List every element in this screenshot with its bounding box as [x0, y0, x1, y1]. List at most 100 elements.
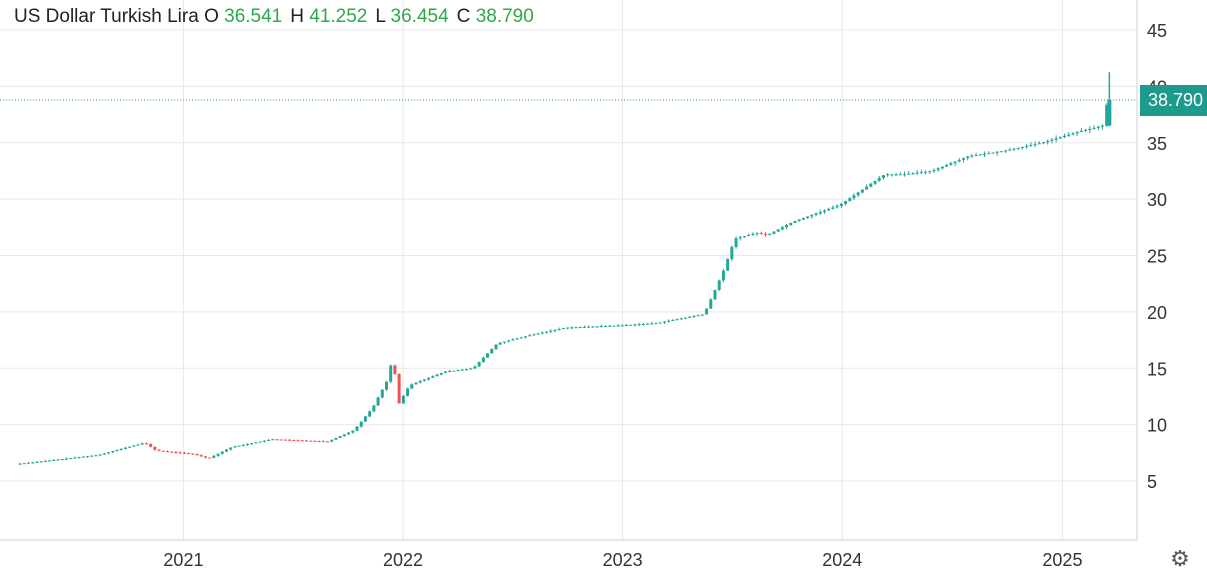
low-value: 36.454 — [390, 6, 449, 27]
candle-body — [991, 152, 995, 154]
candle-body — [237, 445, 241, 447]
candle-body — [797, 219, 801, 222]
candle-body — [511, 339, 515, 341]
candle-body — [755, 233, 759, 235]
candle-body — [570, 327, 574, 329]
candle-body — [229, 447, 233, 450]
candle-body — [385, 381, 389, 390]
candle-body — [1067, 134, 1071, 136]
candle-body — [199, 455, 203, 457]
candle-body — [435, 374, 439, 377]
y-tick-label: 30 — [1147, 190, 1167, 210]
candle-body — [646, 323, 650, 325]
candle-body — [818, 211, 822, 214]
candle-body — [831, 207, 835, 209]
candle-body — [107, 452, 111, 454]
candle-body — [540, 332, 544, 334]
candle-body — [591, 326, 595, 328]
candle-body — [18, 463, 22, 465]
candle-body — [157, 449, 161, 451]
candle-body — [608, 325, 612, 327]
gear-icon[interactable]: ⚙ — [1170, 546, 1190, 571]
candle-body — [250, 443, 254, 445]
candle-body — [1054, 138, 1058, 140]
candle-body — [822, 210, 826, 212]
candle-body — [473, 366, 477, 369]
candle-body — [279, 439, 283, 441]
candle-body — [410, 384, 414, 389]
candle-body — [877, 178, 881, 181]
candle-body — [978, 154, 982, 156]
candle-body — [742, 236, 746, 238]
candle-body — [258, 441, 262, 443]
candle-body — [561, 328, 565, 330]
candle-body — [612, 325, 616, 327]
candle-body — [924, 171, 928, 173]
candle-body — [372, 405, 376, 412]
candle-body — [557, 328, 561, 330]
candle-body — [60, 459, 64, 461]
candle-body — [907, 173, 911, 175]
candle-body — [115, 449, 119, 452]
candle-body — [587, 326, 591, 328]
candle-body — [903, 174, 907, 176]
candle-body — [650, 323, 654, 325]
candle-body — [1075, 132, 1079, 134]
candle-body — [890, 174, 894, 176]
candle-body — [368, 411, 372, 417]
candle-body — [519, 337, 523, 339]
candle-body — [498, 342, 502, 345]
x-tick-label: 2024 — [822, 550, 862, 570]
candle-body — [233, 446, 237, 448]
candle-body — [983, 153, 987, 155]
candle-body — [772, 231, 776, 234]
high-label: H — [290, 6, 304, 27]
candle-body — [789, 222, 793, 226]
candle-body — [675, 319, 679, 321]
candle-body — [705, 308, 709, 315]
candle-body — [936, 168, 940, 170]
candle-body — [852, 195, 856, 199]
candle-body — [747, 234, 751, 237]
candle-body — [528, 335, 532, 337]
candle-body — [553, 329, 557, 331]
candle-body — [1071, 133, 1075, 135]
candle-body — [671, 319, 675, 321]
candle-body — [734, 238, 738, 248]
candle-body — [355, 426, 359, 431]
candle-body — [246, 444, 250, 446]
candle-body — [359, 421, 363, 427]
candle-body — [839, 203, 843, 206]
candle-body — [309, 440, 313, 442]
candle-body — [389, 365, 393, 382]
y-tick-label: 35 — [1147, 134, 1167, 154]
candle-body — [153, 446, 157, 450]
candle-body — [999, 151, 1003, 153]
candle-body — [1029, 145, 1033, 147]
candle-body — [73, 457, 77, 459]
candle-body — [662, 321, 666, 323]
candle-body — [730, 247, 734, 259]
candle-body — [22, 463, 26, 465]
candle-body — [932, 169, 936, 172]
candle-body — [532, 334, 536, 336]
candle-body — [793, 221, 797, 223]
candle-body — [448, 371, 452, 373]
candle-body — [296, 440, 300, 442]
candle-body — [460, 369, 464, 371]
candle-body — [52, 460, 56, 462]
candle-body — [860, 189, 864, 193]
candle-body — [894, 174, 898, 176]
time-axis: 2021 2022 2023 2024 2025 — [163, 550, 1082, 570]
candle-body — [31, 462, 35, 464]
candle-body — [1096, 126, 1100, 128]
candle-body — [507, 340, 511, 342]
candle-body — [178, 452, 182, 454]
candle-body — [119, 448, 123, 450]
last-price-tag: 38.790 — [1140, 85, 1207, 117]
candle-body — [208, 457, 212, 459]
candle-body — [490, 349, 494, 354]
candle-body — [1050, 139, 1054, 141]
candle-body — [806, 216, 810, 218]
